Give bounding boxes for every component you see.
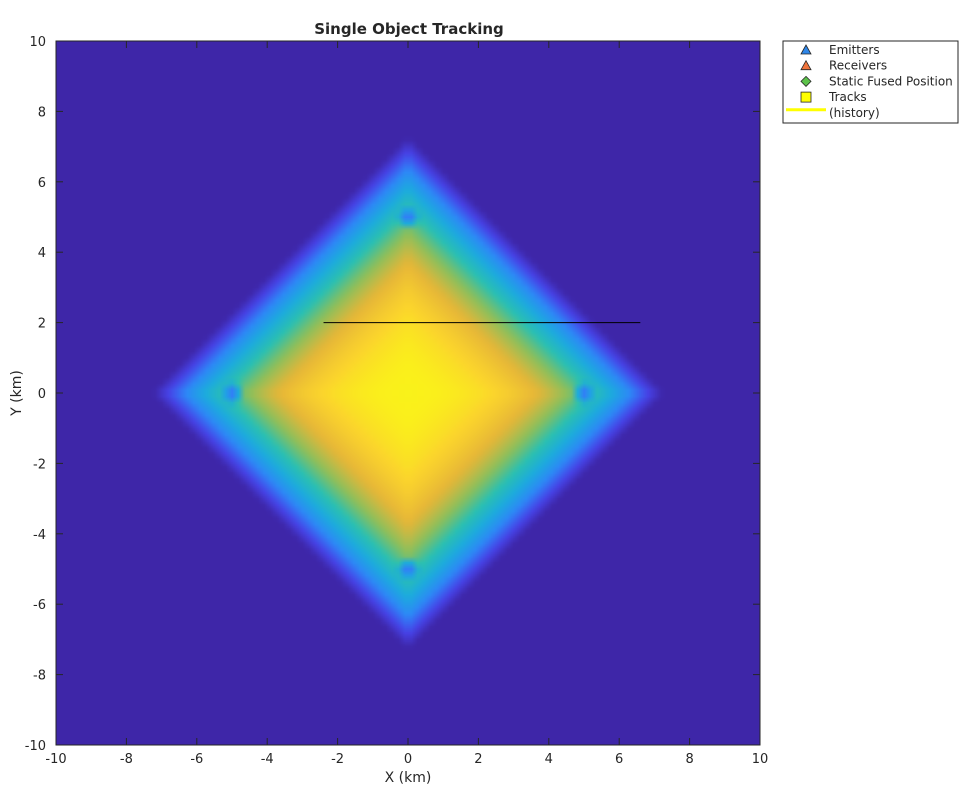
y-tick-label: -4	[33, 528, 46, 543]
y-tick-label: 6	[38, 176, 46, 191]
y-tick-label: 2	[38, 317, 46, 332]
y-tick-label: -2	[33, 457, 46, 472]
plot-area	[55, 40, 761, 746]
x-axis-label: X (km)	[385, 770, 432, 786]
x-tick-label: -6	[190, 752, 203, 767]
y-axis-ticks: -10 -8 -6 -4 -2 0 2 4 6 8 10	[25, 35, 760, 754]
x-tick-label: 8	[685, 752, 693, 767]
x-tick-label: -10	[45, 752, 66, 767]
x-tick-label: -4	[261, 752, 274, 767]
legend-marker-triangle	[800, 44, 812, 55]
legend-marker-square	[800, 91, 812, 103]
y-tick-label: 0	[38, 387, 46, 402]
y-tick-label: -6	[33, 598, 46, 613]
y-tick-label: 4	[38, 246, 46, 261]
heatmap-image	[56, 41, 760, 745]
x-tick-label: 6	[615, 752, 623, 767]
x-tick-label: -8	[120, 752, 133, 767]
x-tick-label: 0	[404, 752, 412, 767]
y-tick-label: 8	[38, 105, 46, 120]
x-tick-label: 10	[752, 752, 769, 767]
chart-title: Single Object Tracking	[314, 20, 504, 38]
x-tick-label: -2	[331, 752, 344, 767]
legend-label: Emitters	[829, 43, 880, 57]
y-axis-label: Y (km)	[9, 370, 25, 417]
x-axis-ticks: -10 -8 -6 -4 -2 0 2 4 6 8 10	[45, 41, 768, 767]
legend-label: Tracks	[828, 90, 867, 104]
y-tick-label: 10	[29, 35, 46, 50]
y-tick-label: -8	[33, 669, 46, 684]
x-tick-label: 2	[474, 752, 482, 767]
x-tick-label: 4	[545, 752, 553, 767]
legend-label: (history)	[829, 106, 880, 120]
legend-marker-diamond	[800, 75, 812, 87]
legend-marker-triangle	[800, 59, 812, 71]
legend-label: Receivers	[829, 59, 887, 73]
y-tick-label: -10	[25, 739, 46, 754]
legend-label: Static Fused Position	[829, 74, 953, 88]
